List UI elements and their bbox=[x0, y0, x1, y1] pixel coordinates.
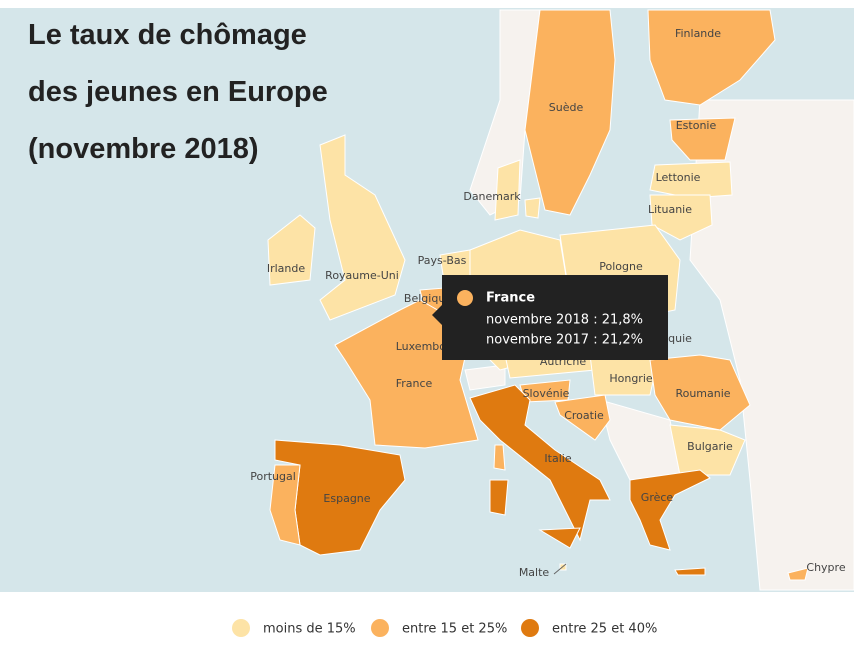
country[interactable] bbox=[319, 134, 406, 321]
country-label: Belgique bbox=[404, 292, 452, 305]
country[interactable] bbox=[524, 197, 541, 219]
country-label: Lituanie bbox=[648, 203, 692, 216]
legend-label[interactable]: moins de 15% bbox=[263, 622, 356, 637]
country-label: Suède bbox=[549, 101, 584, 114]
country[interactable] bbox=[629, 469, 711, 551]
country-label: Malte bbox=[519, 566, 550, 579]
country-label: Irlande bbox=[267, 262, 306, 275]
title-line: des jeunes en Europe bbox=[28, 76, 328, 108]
country-label: Italie bbox=[544, 452, 571, 465]
country-label: Danemark bbox=[463, 190, 521, 203]
country[interactable] bbox=[787, 567, 809, 581]
country[interactable] bbox=[647, 9, 776, 106]
country[interactable] bbox=[469, 384, 611, 542]
land bbox=[689, 99, 854, 591]
country-label: France bbox=[396, 377, 433, 390]
country[interactable] bbox=[493, 444, 506, 471]
country[interactable] bbox=[538, 527, 581, 549]
country-label: Royaume-Uni bbox=[325, 269, 399, 282]
country-label: Croatie bbox=[564, 409, 604, 422]
tooltip-line: novembre 2017 : 21,2% bbox=[486, 333, 643, 348]
country-label: Espagne bbox=[323, 492, 370, 505]
legend-label[interactable]: entre 15 et 25% bbox=[402, 622, 507, 637]
country-label: Estonie bbox=[676, 119, 717, 132]
country[interactable] bbox=[669, 424, 746, 476]
tooltip-box bbox=[432, 275, 668, 360]
country[interactable] bbox=[649, 354, 751, 431]
country[interactable] bbox=[649, 194, 713, 241]
country-label: Hongrie bbox=[609, 372, 653, 385]
country-label: Pays-Bas bbox=[418, 254, 467, 267]
country[interactable] bbox=[674, 567, 706, 576]
country-label: Lettonie bbox=[656, 171, 701, 184]
tooltip: France novembre 2018 : 21,8% novembre 20… bbox=[432, 275, 668, 360]
tooltip-title: France bbox=[486, 291, 535, 306]
country-label: Roumanie bbox=[675, 387, 730, 400]
country[interactable] bbox=[649, 161, 733, 199]
malta-pointer bbox=[553, 563, 567, 575]
country[interactable] bbox=[554, 394, 611, 441]
tooltip-dot bbox=[457, 290, 473, 306]
tooltip-line: novembre 2018 : 21,8% bbox=[486, 313, 643, 328]
country-label: Finlande bbox=[675, 27, 721, 40]
title-line: Le taux de chômage bbox=[28, 19, 307, 51]
country[interactable] bbox=[267, 214, 316, 286]
legend-swatch[interactable] bbox=[371, 619, 389, 637]
country[interactable] bbox=[269, 464, 301, 546]
country-label: Chypre bbox=[806, 561, 845, 574]
legend-swatch[interactable] bbox=[232, 619, 250, 637]
country[interactable] bbox=[494, 159, 521, 221]
country[interactable] bbox=[489, 479, 509, 516]
legend-swatch[interactable] bbox=[521, 619, 539, 637]
country-label: Portugal bbox=[250, 470, 296, 483]
country-label: Bulgarie bbox=[687, 440, 733, 453]
country-label: Pologne bbox=[599, 260, 643, 273]
country[interactable] bbox=[274, 439, 406, 556]
legend-label[interactable]: entre 25 et 40% bbox=[552, 622, 657, 637]
country[interactable] bbox=[524, 9, 616, 216]
country-label: Grèce bbox=[641, 491, 674, 504]
title-line: (novembre 2018) bbox=[28, 133, 259, 165]
country[interactable] bbox=[669, 117, 736, 161]
land bbox=[464, 364, 506, 391]
country-label: Slovénie bbox=[523, 387, 570, 400]
